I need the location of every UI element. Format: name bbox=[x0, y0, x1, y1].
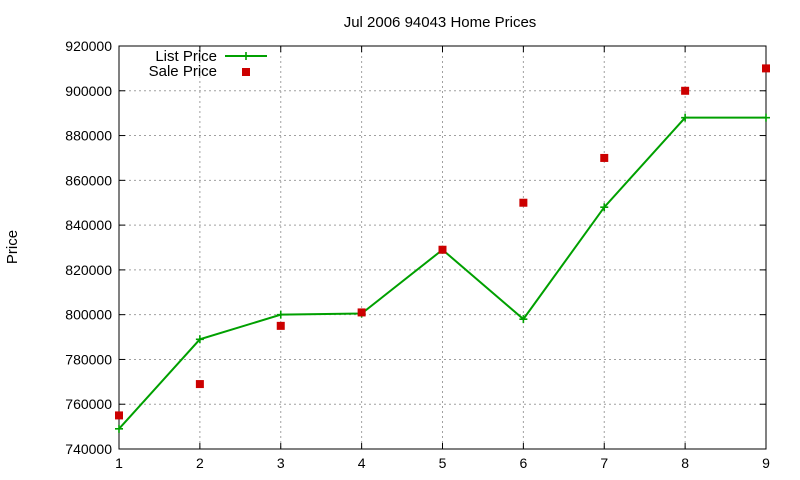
y-tick-label: 880000 bbox=[65, 128, 112, 144]
legend-marker-sale-price bbox=[242, 68, 250, 76]
list-price-point bbox=[519, 315, 528, 324]
sale-price-point bbox=[357, 308, 366, 317]
y-axis-label: Price bbox=[4, 230, 21, 264]
sale-price-point bbox=[195, 380, 204, 389]
chart-title: Jul 2006 94043 Home Prices bbox=[344, 14, 537, 31]
list-price-point bbox=[195, 335, 204, 344]
sale-price-point bbox=[115, 411, 123, 420]
x-tick-label: 4 bbox=[358, 455, 366, 471]
y-tick-label: 860000 bbox=[65, 172, 112, 188]
y-tick-label: 800000 bbox=[65, 307, 112, 323]
x-tick-label: 3 bbox=[277, 455, 285, 471]
sale-price-point bbox=[600, 153, 609, 162]
list-price-point bbox=[681, 113, 690, 122]
y-tick-label: 840000 bbox=[65, 217, 112, 233]
x-tick-label: 8 bbox=[681, 455, 689, 471]
sale-price-point bbox=[681, 86, 690, 95]
x-tick-label: 7 bbox=[600, 455, 608, 471]
legend-marker-list-price bbox=[242, 52, 250, 60]
y-tick-label: 740000 bbox=[65, 441, 112, 457]
y-tick-label: 900000 bbox=[65, 83, 112, 99]
x-tick-label: 9 bbox=[762, 455, 770, 471]
y-tick-label: 780000 bbox=[65, 351, 112, 367]
sale-price-point bbox=[276, 321, 285, 330]
x-tick-label: 1 bbox=[115, 455, 123, 471]
series-layer bbox=[115, 64, 770, 433]
tick-layer: 1 2 3 4 5 6 7 8 9 740000 760000 780000 800000 820000 8… bbox=[65, 38, 770, 471]
x-tick-label: 2 bbox=[196, 455, 204, 471]
x-tick-label: 6 bbox=[519, 455, 527, 471]
legend-label-sale-price: Sale Price bbox=[149, 63, 217, 80]
y-tick-label: 820000 bbox=[65, 262, 112, 278]
y-tick-label: 920000 bbox=[65, 38, 112, 54]
list-price-point bbox=[276, 310, 285, 319]
list-price-point bbox=[115, 424, 123, 433]
legend: List Price Sale Price bbox=[149, 48, 267, 80]
y-tick-label: 760000 bbox=[65, 396, 112, 412]
x-tick-label: 5 bbox=[439, 455, 447, 471]
list-price-point bbox=[762, 113, 770, 122]
legend-label-list-price: List Price bbox=[155, 48, 217, 65]
sale-price-point bbox=[438, 245, 447, 254]
sale-price-point bbox=[762, 64, 770, 73]
list-price-point bbox=[600, 203, 609, 212]
sale-price-point bbox=[519, 198, 528, 207]
